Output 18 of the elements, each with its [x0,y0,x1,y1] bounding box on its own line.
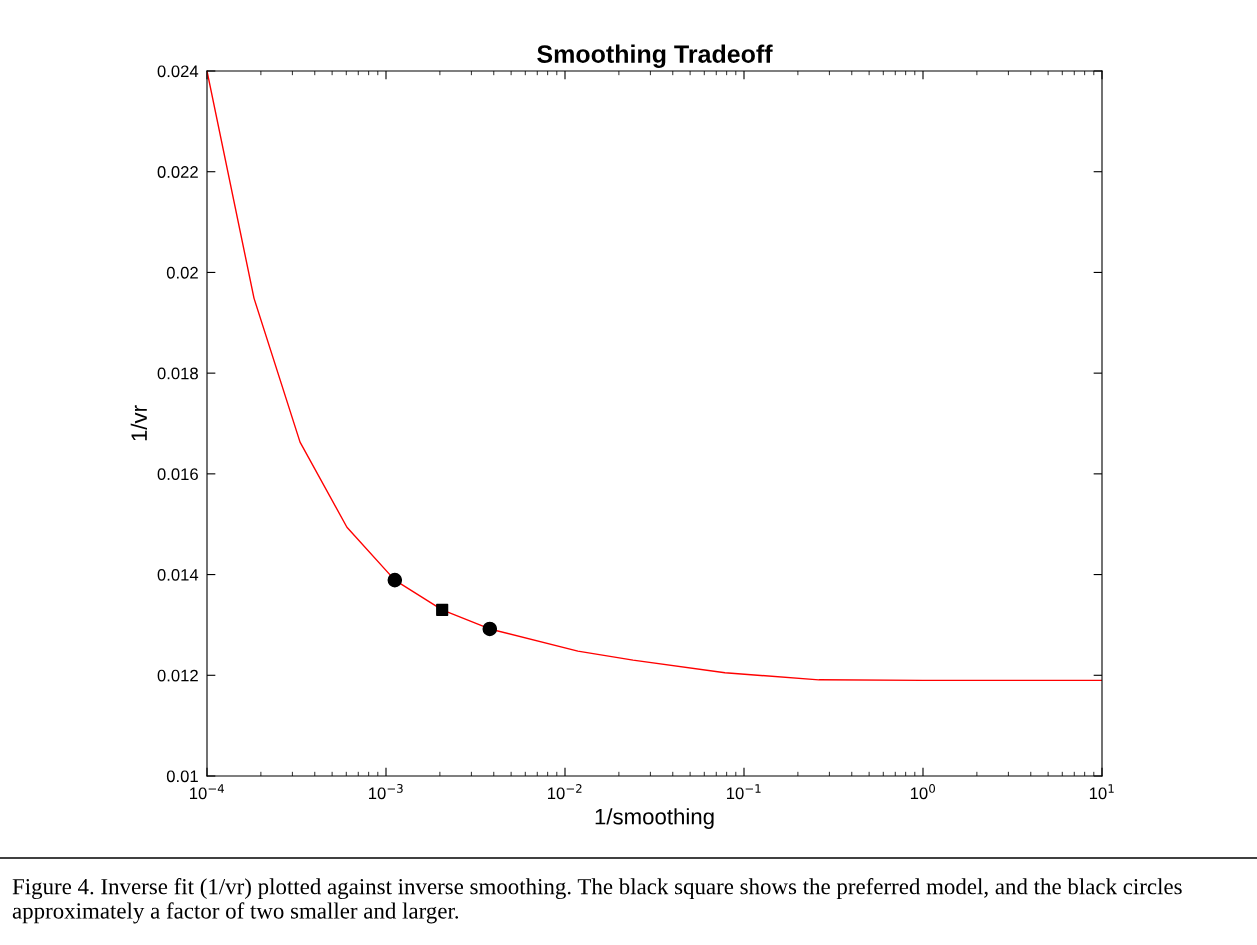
x-tick-label: 10$^{−4}$ [190,784,224,800]
x-tick-label: 10$^{−1}$ [727,784,761,800]
y-tick-label: 0.012 [157,669,198,682]
y-tick-label: 0.016 [157,468,198,481]
x-tick-label: 10$^{1}$ [1089,784,1114,800]
y-tick-label: 0.014 [157,568,199,581]
y-axis-title: 1/vr [130,405,148,441]
y-tick-label: 0.022 [157,166,198,178]
x-tick-label: 10$^{−3}$ [369,784,403,800]
x-axis-title: 1/smoothing [595,808,714,829]
x-tick-label: 10$^{0}$ [910,784,936,800]
chart-title: Smoothing Tradeoff [537,44,773,68]
y-tick-label: 0.02 [166,266,198,279]
y-tick-label: 0.01 [166,770,198,783]
y-tick-label: 0.018 [157,367,198,380]
y-tick-label: 0.024 [157,65,199,78]
x-tick-label: 10$^{−2}$ [548,784,582,800]
caption: Figure 4. Inverse fit (1/vr) plotted against inverse smoothing. The black square shows the preferred model, and the black circles approximately a factor of two smaller and larger. [12,878,1182,924]
